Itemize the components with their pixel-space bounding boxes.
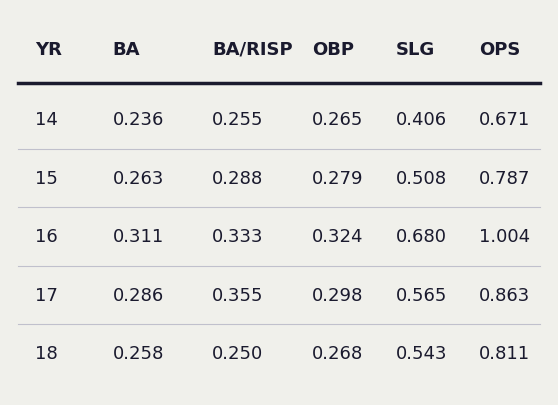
- Text: 14: 14: [35, 111, 57, 129]
- Text: 1.004: 1.004: [479, 228, 530, 246]
- Text: 0.863: 0.863: [479, 286, 530, 304]
- Text: 0.406: 0.406: [396, 111, 447, 129]
- Text: 0.236: 0.236: [112, 111, 164, 129]
- Text: SLG: SLG: [396, 40, 435, 59]
- Text: 0.250: 0.250: [213, 344, 263, 362]
- Text: 0.286: 0.286: [112, 286, 163, 304]
- Text: 0.333: 0.333: [213, 228, 264, 246]
- Text: 0.811: 0.811: [479, 344, 530, 362]
- Text: 0.279: 0.279: [312, 169, 364, 188]
- Text: 0.258: 0.258: [112, 344, 164, 362]
- Text: OBP: OBP: [312, 40, 354, 59]
- Text: 0.324: 0.324: [312, 228, 364, 246]
- Text: 0.255: 0.255: [213, 111, 264, 129]
- Text: 0.671: 0.671: [479, 111, 530, 129]
- Text: 0.565: 0.565: [396, 286, 447, 304]
- Text: 0.268: 0.268: [312, 344, 364, 362]
- Text: YR: YR: [35, 40, 61, 59]
- Text: BA: BA: [112, 40, 140, 59]
- Text: 16: 16: [35, 228, 57, 246]
- Text: 0.288: 0.288: [213, 169, 263, 188]
- Text: 0.263: 0.263: [112, 169, 164, 188]
- Text: 0.298: 0.298: [312, 286, 364, 304]
- Text: 17: 17: [35, 286, 57, 304]
- Text: BA/RISP: BA/RISP: [213, 40, 293, 59]
- Text: 0.508: 0.508: [396, 169, 447, 188]
- Text: 0.265: 0.265: [312, 111, 364, 129]
- Text: 0.311: 0.311: [112, 228, 163, 246]
- Text: 0.543: 0.543: [396, 344, 447, 362]
- Text: 18: 18: [35, 344, 57, 362]
- Text: OPS: OPS: [479, 40, 520, 59]
- Text: 0.787: 0.787: [479, 169, 530, 188]
- Text: 0.680: 0.680: [396, 228, 446, 246]
- Text: 15: 15: [35, 169, 57, 188]
- Text: 0.355: 0.355: [213, 286, 264, 304]
